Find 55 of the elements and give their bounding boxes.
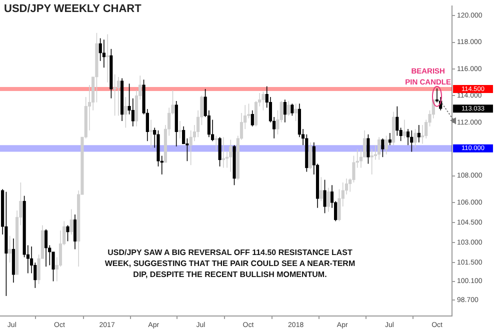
candlestick [366,134,370,164]
candlestick [218,136,222,167]
candlestick [326,187,330,212]
candlestick [308,142,312,170]
candlestick [146,108,150,142]
candlestick [341,182,345,207]
candlestick [294,103,298,122]
candlestick [200,95,204,126]
candlestick [73,214,77,250]
candlestick [214,135,218,151]
candlestick [396,106,399,136]
candlestick [102,39,106,68]
candlestick [189,130,192,166]
candlestick [66,224,70,242]
candlestick [178,120,182,139]
candlestick [286,100,290,116]
candlestick [290,103,294,116]
candlestick [37,254,40,284]
candlestick [247,103,250,119]
candlestick [124,96,128,128]
candlestick [171,90,174,115]
candlestick [381,138,384,158]
candlestick [406,128,410,146]
candlestick [149,119,153,148]
candlestick [410,130,414,152]
candlestick [222,136,226,168]
candlestick [70,208,73,235]
candlestick [402,119,406,139]
candlestick [262,91,265,111]
candlestick [153,127,156,148]
candlestick [338,188,341,222]
candlestick [229,139,232,172]
chart-title: USD/JPY WEEKLY CHART [4,3,142,15]
candlestick [377,136,381,160]
candlestick [182,126,186,144]
candlestick [320,176,323,202]
candlestick [384,135,388,155]
candlestick [26,244,30,274]
candlestick [370,148,374,175]
candlestick [352,155,356,183]
candlestick [52,252,55,282]
annotation: USD/JPY SAW A BIG REVERSAL OFF 114.50 RESISTANCE LAST WEEK, SUGGESTING THAT THE PAIR COULD SEE A NEAR-TERM DIP, DESPITE THE RECENT BULLISH MOMENTUM. [104,247,356,280]
candlestick [131,98,135,127]
candlestick [250,110,254,127]
candlestick [98,38,102,62]
candlestick [196,110,200,138]
candlestick [348,178,352,192]
candlestick [8,235,12,263]
candlestick [323,179,326,214]
candlestick [417,124,421,143]
candlestick [44,228,48,267]
candlestick [34,262,37,288]
candlestick [283,99,287,123]
candlestick [116,76,120,116]
candlestick [414,128,417,148]
